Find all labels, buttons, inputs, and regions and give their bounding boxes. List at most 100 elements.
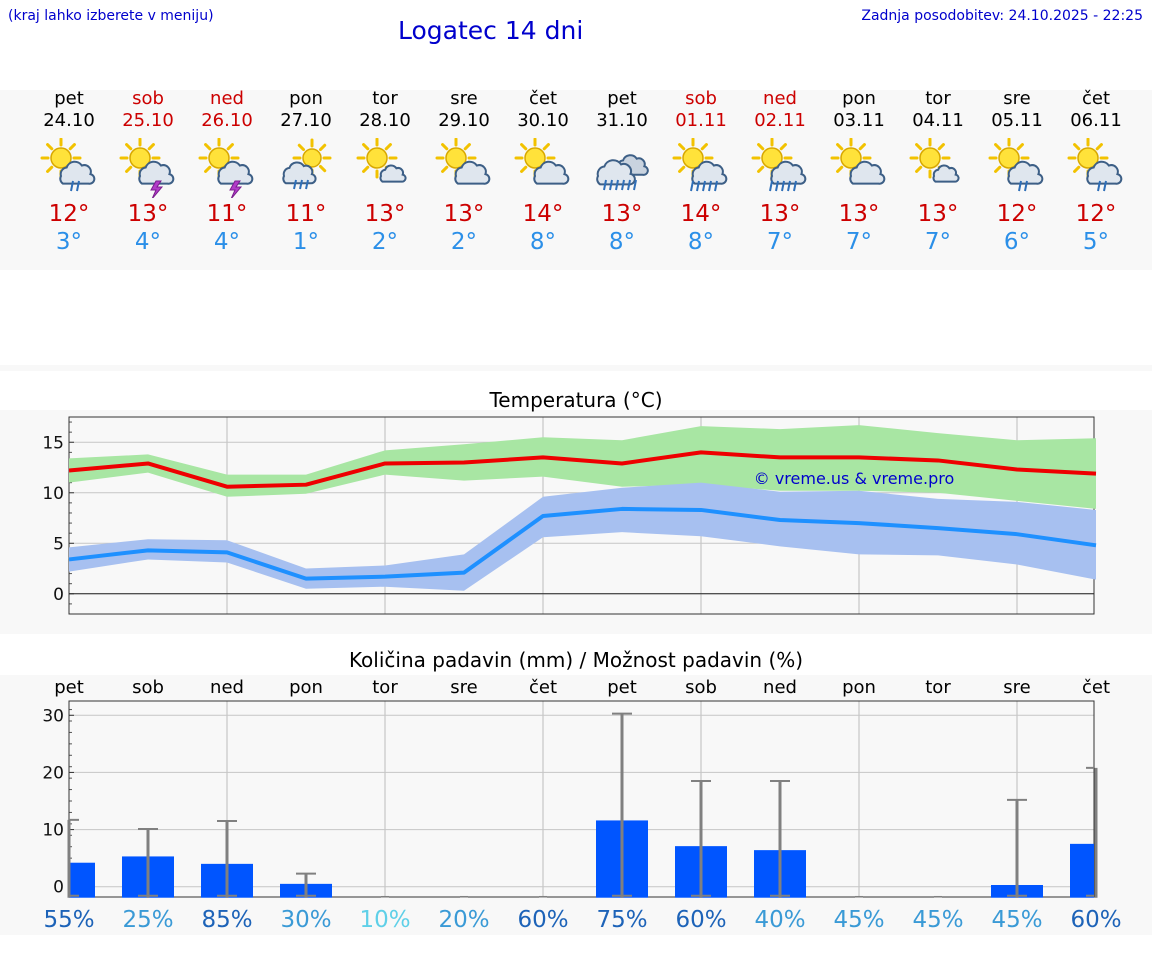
sun-cloud-rain-icon xyxy=(988,138,1044,192)
temp-max: 14° xyxy=(522,201,564,227)
cloud-heavy-rain-icon xyxy=(596,154,649,191)
day-date: 28.10 xyxy=(359,110,411,131)
sun-cloud-rain-icon xyxy=(1067,138,1123,192)
y-tick-label: 10 xyxy=(42,821,64,841)
x-category-label: pon xyxy=(842,677,876,698)
temp-min: 2° xyxy=(371,229,399,255)
precip-probability: 10% xyxy=(359,907,410,933)
x-category-label: tor xyxy=(925,677,951,698)
sun-cloud-heavy-rain-icon xyxy=(751,138,807,192)
y-tick-label: 0 xyxy=(53,585,64,605)
x-category-label: sre xyxy=(1003,677,1030,698)
day-name: ned xyxy=(210,88,244,109)
day-date: 02.11 xyxy=(754,110,806,131)
precipitation-chart-title: Količina padavin (mm) / Možnost padavin … xyxy=(348,648,804,672)
precip-bar xyxy=(1070,843,1094,898)
day-column: tor 28.10 13° 2° xyxy=(345,88,425,256)
sun-cloud-icon xyxy=(514,138,570,185)
day-column: ned 02.11 13° 7° xyxy=(740,88,820,256)
precip-probability: 85% xyxy=(201,907,252,933)
temp-max: 13° xyxy=(838,201,880,227)
day-date: 27.10 xyxy=(280,110,332,131)
temp-min: 5° xyxy=(1082,229,1110,255)
day-column: pon 27.10 11° 1° xyxy=(266,88,346,256)
day-name: pon xyxy=(289,88,323,109)
min-temp-band xyxy=(69,482,1096,591)
day-name: pon xyxy=(842,88,876,109)
temperature-plot: 0 5 10 15 © vreme.us & vreme.pro xyxy=(42,416,1097,615)
day-name: sre xyxy=(450,88,478,109)
day-name: pet xyxy=(607,88,637,109)
last-update: Zadnja posodobitev: 24.10.2025 - 22:25 xyxy=(861,8,1143,24)
precip-probability: 40% xyxy=(754,907,805,933)
temp-max: 12° xyxy=(1075,201,1117,227)
temp-max: 12° xyxy=(48,201,90,227)
x-category-label: sre xyxy=(450,677,477,698)
x-category-label: pet xyxy=(607,677,637,698)
temp-min: 2° xyxy=(450,229,478,255)
temp-max: 13° xyxy=(127,201,169,227)
day-date: 05.11 xyxy=(991,110,1043,131)
temp-min: 7° xyxy=(924,229,952,255)
temp-max: 13° xyxy=(759,201,801,227)
x-category-label: pet xyxy=(54,677,84,698)
x-category-label: sob xyxy=(685,677,717,698)
day-column: sre 29.10 13° 2° xyxy=(424,88,504,256)
y-tick-label: 10 xyxy=(42,484,64,504)
forecast-panel xyxy=(0,90,1152,270)
precip-probability: 60% xyxy=(1070,907,1121,933)
day-name: tor xyxy=(372,88,398,109)
day-name: ned xyxy=(763,88,797,109)
temp-max: 13° xyxy=(364,201,406,227)
day-date: 25.10 xyxy=(122,110,174,131)
y-tick-label: 20 xyxy=(42,763,64,783)
sun-cloud-heavy-rain-icon xyxy=(672,138,728,192)
day-date: 24.10 xyxy=(43,110,95,131)
temp-min: 4° xyxy=(213,229,241,255)
precip-probability: 75% xyxy=(596,907,647,933)
temp-max: 13° xyxy=(443,201,485,227)
y-tick-label: 30 xyxy=(42,706,64,726)
x-category-label: pon xyxy=(289,677,323,698)
precip-probability: 45% xyxy=(833,907,884,933)
location-hint: (kraj lahko izberete v meniju) xyxy=(8,8,214,24)
precip-probability: 45% xyxy=(912,907,963,933)
day-column: sob 25.10 13° 4° xyxy=(108,88,188,256)
temp-min: 8° xyxy=(529,229,557,255)
day-column: pet 24.10 12° 3° xyxy=(29,88,109,256)
day-name: čet xyxy=(528,88,558,109)
precip-probability: 45% xyxy=(991,907,1042,933)
day-date: 30.10 xyxy=(517,110,569,131)
sun-small-cloud-icon xyxy=(909,138,960,183)
temp-min: 7° xyxy=(766,229,794,255)
x-category-label: ned xyxy=(763,677,797,698)
day-column: ned 26.10 11° 4° xyxy=(187,88,267,256)
x-category-label: ned xyxy=(210,677,244,698)
sun-cloud-icon xyxy=(830,138,886,185)
temperature-chart-title: Temperatura (°C) xyxy=(489,388,663,412)
day-name: sob xyxy=(685,88,717,109)
plot-border xyxy=(68,700,1095,898)
day-column: pet 31.10 13° 8° xyxy=(582,88,662,256)
temp-max: 13° xyxy=(917,201,959,227)
temp-max: 12° xyxy=(996,201,1038,227)
day-date: 31.10 xyxy=(596,110,648,131)
day-date: 04.11 xyxy=(912,110,964,131)
sun-small-cloud-icon xyxy=(356,138,407,183)
temp-max: 11° xyxy=(206,201,248,227)
x-category-label: čet xyxy=(1082,677,1110,698)
x-category-label: tor xyxy=(372,677,398,698)
day-column: čet 30.10 14° 8° xyxy=(503,88,583,256)
precip-probability: 60% xyxy=(517,907,568,933)
day-name: tor xyxy=(925,88,951,109)
precip-probability: 30% xyxy=(280,907,331,933)
day-column: čet 06.11 12° 5° xyxy=(1056,88,1136,256)
temp-min: 6° xyxy=(1003,229,1031,255)
precip-bar xyxy=(69,862,95,898)
day-name: pet xyxy=(54,88,84,109)
precipitation-series: pet sob ned pon tor sre čet pet sob ned pon tor sre č… xyxy=(43,677,1121,933)
max-temp-line xyxy=(68,450,1097,489)
page-title: Logatec 14 dni xyxy=(398,16,584,45)
day-name: sre xyxy=(1003,88,1031,109)
